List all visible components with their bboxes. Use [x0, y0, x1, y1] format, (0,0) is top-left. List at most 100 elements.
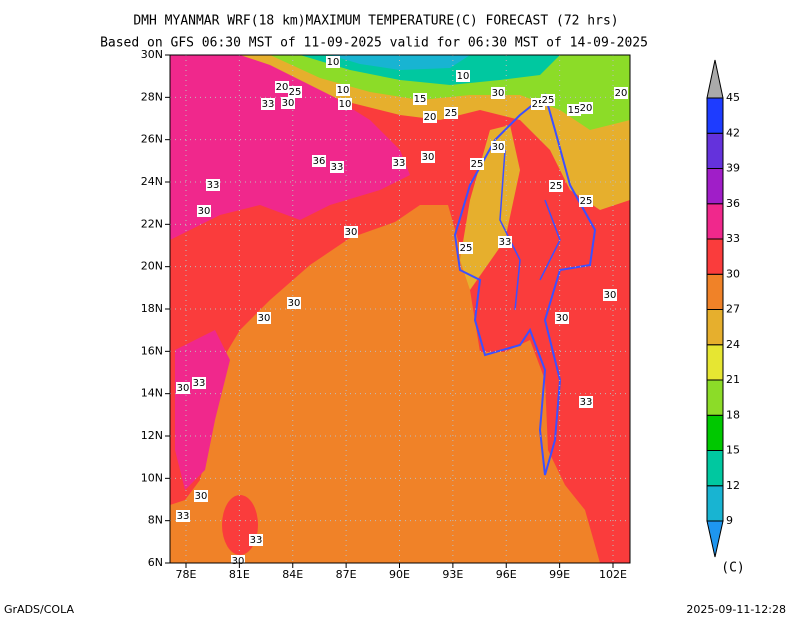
contour-label: 30	[492, 142, 505, 153]
lat-label: 28N	[141, 90, 163, 103]
contour-label-bg	[344, 226, 358, 238]
colorbar-label: 12	[726, 479, 740, 492]
lon-label: 78E	[176, 568, 197, 581]
contour-label: 30	[232, 556, 245, 567]
title: DMH MYANMAR WRF(18 km)MAXIMUM TEMPERATUR…	[133, 14, 618, 29]
graticule	[170, 55, 630, 563]
colorbar-label: 45	[726, 91, 740, 104]
hot-area	[175, 330, 230, 490]
colorbar-low	[706, 520, 724, 558]
lon-label: 93E	[442, 568, 463, 581]
contour-label-bg	[579, 195, 593, 207]
contour-label-bg	[336, 84, 350, 96]
contour-label-bg	[549, 180, 563, 192]
lat-label: 16N	[141, 344, 163, 357]
contour-label-bg	[206, 179, 220, 191]
contour-label: 20	[615, 88, 628, 99]
contour-label-bg	[194, 490, 208, 502]
contour-label-bg	[614, 87, 628, 99]
colorbar-band	[706, 97, 724, 134]
subtitle: Based on GFS 06:30 MST of 11-09-2025 val…	[100, 36, 648, 51]
contour-label-bg	[281, 97, 295, 109]
contour-label: 33	[250, 535, 263, 546]
colorbar-label: 21	[726, 373, 740, 386]
colorbar-unit: (C)	[721, 561, 744, 576]
contour-label: 25	[550, 181, 563, 192]
contour-label: 30	[282, 98, 295, 109]
colorbar-band	[706, 309, 724, 346]
colorbar-band	[706, 238, 724, 275]
contour-label: 30	[288, 298, 301, 309]
colorbar-label: 36	[726, 197, 740, 210]
contour-label-bg	[603, 289, 617, 301]
contour-label-bg	[257, 312, 271, 324]
contour-label-bg	[249, 534, 263, 546]
contour-label: 30	[345, 227, 358, 238]
hills	[460, 125, 520, 290]
colorbar-label: 39	[726, 162, 740, 175]
hot-area	[300, 100, 340, 175]
contour-label-bg	[330, 161, 344, 173]
contour-label-bg	[392, 157, 406, 169]
contour-label: 30	[198, 206, 211, 217]
hot-area	[170, 55, 410, 240]
contour-label-bg	[541, 94, 555, 106]
colorbar-band	[706, 168, 724, 205]
contour-label: 25	[580, 196, 593, 207]
contour-label: 15	[568, 105, 581, 116]
contour-label-bg	[421, 151, 435, 163]
contour-label-bg	[456, 70, 470, 82]
contour-label-bg	[312, 155, 326, 167]
contour-label: 33	[499, 237, 512, 248]
myanmar-border	[453, 93, 597, 476]
lon-label: 99E	[549, 568, 570, 581]
contour-label-bg	[261, 98, 275, 110]
contour-label-bg	[326, 56, 340, 68]
lat-label: 22N	[141, 217, 163, 230]
contour-label: 30	[177, 383, 190, 394]
colorbar-band	[706, 450, 724, 487]
colorbar-band	[706, 273, 724, 310]
contour-label: 15	[414, 94, 427, 105]
lat-label: 14N	[141, 387, 163, 400]
contour-label: 10	[327, 57, 340, 68]
lon-label: 84E	[282, 568, 303, 581]
lon-label: 90E	[389, 568, 410, 581]
contour-label: 33	[193, 378, 206, 389]
colorbar-high	[706, 59, 724, 99]
contour-label: 30	[195, 491, 208, 502]
lon-label: 102E	[599, 568, 627, 581]
contour-label: 20	[276, 82, 289, 93]
colorbar-band	[706, 132, 724, 169]
lat-label: 12N	[141, 429, 163, 442]
lat-label: 30N	[141, 48, 163, 61]
lat-label: 18N	[141, 302, 163, 315]
colorbar-band	[706, 203, 724, 240]
contour-label: 36	[313, 156, 326, 167]
contour-label-bg	[579, 102, 593, 114]
contour-label: 25	[289, 87, 302, 98]
colorbar-band	[706, 485, 724, 522]
lat-label: 10N	[141, 471, 163, 484]
contour-label: 33	[177, 511, 190, 522]
lon-label: 87E	[336, 568, 357, 581]
contour-label: 25	[445, 108, 458, 119]
lat-label: 26N	[141, 133, 163, 146]
contour-label: 20	[424, 112, 437, 123]
contour-label-bg	[288, 86, 302, 98]
contour-label: 30	[422, 152, 435, 163]
contour-label-bg	[413, 93, 427, 105]
lat-label: 8N	[148, 514, 163, 527]
colorbar-label: 27	[726, 303, 740, 316]
contour-label: 30	[258, 313, 271, 324]
colorbar-label: 15	[726, 444, 740, 457]
contour-label: 33	[393, 158, 406, 169]
colorbar-label: 18	[726, 408, 740, 421]
lon-label: 81E	[229, 568, 250, 581]
lon-label: 96E	[496, 568, 517, 581]
footer-right: 2025-09-11-12:28	[686, 603, 786, 616]
contour-label-bg	[338, 98, 352, 110]
